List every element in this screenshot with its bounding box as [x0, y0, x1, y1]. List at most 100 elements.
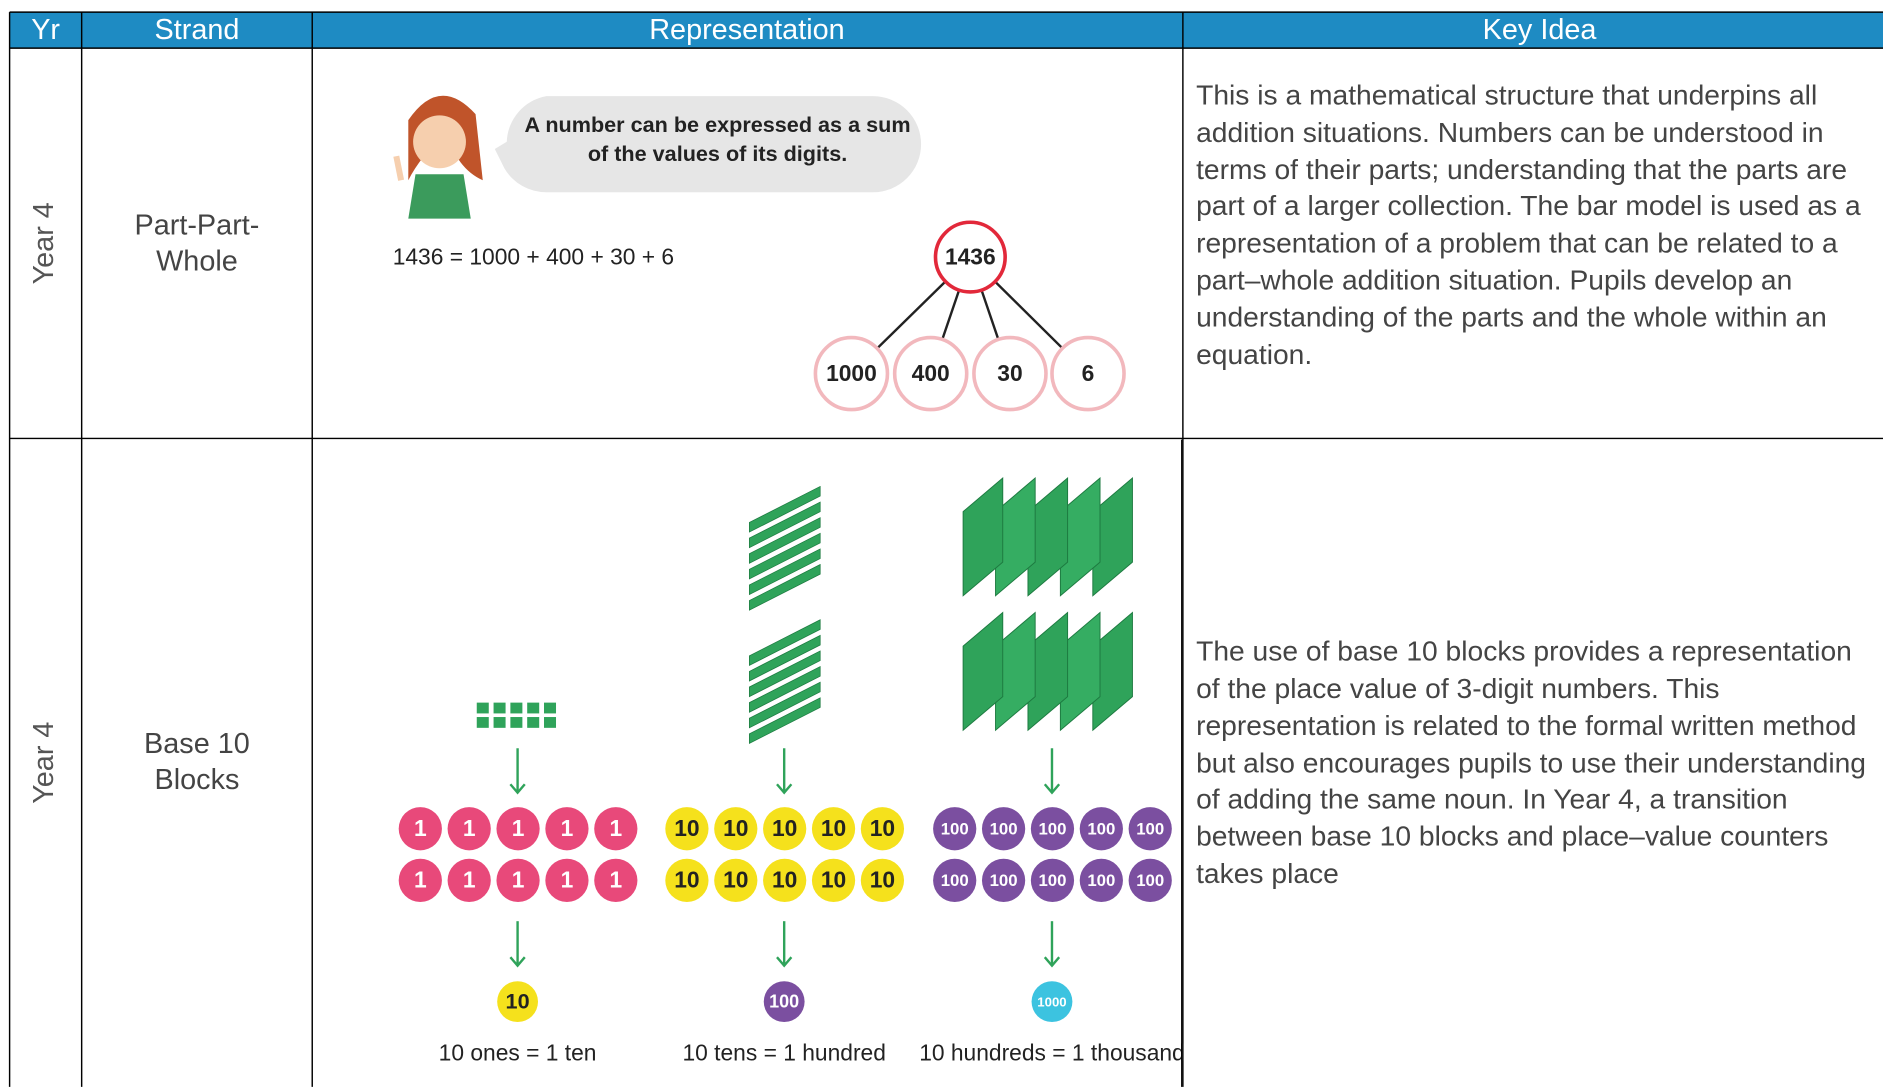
caption: 10 ones = 1 ten — [439, 1040, 597, 1066]
counter — [398, 858, 442, 902]
counter — [545, 807, 589, 851]
whole-circle — [933, 220, 1007, 294]
counter-label: 1 — [561, 815, 574, 841]
key-idea-box: This is a mathematical structure that un… — [1196, 79, 1861, 369]
counter — [860, 858, 905, 902]
counter — [496, 807, 540, 851]
arrow-head — [509, 956, 526, 968]
counter — [860, 807, 905, 851]
counter — [398, 807, 442, 851]
strand: Part-Part-Whole — [134, 208, 260, 277]
equation: 1436 = 1000 + 400 + 30 + 6 — [393, 243, 674, 269]
arrow-head — [509, 783, 526, 795]
whole-label: 1436 — [945, 243, 996, 269]
unit-cube — [510, 717, 523, 728]
counter — [1128, 858, 1172, 902]
arrow-head — [776, 956, 793, 968]
counter-label: 100 — [941, 819, 969, 838]
part-circle — [972, 335, 1048, 412]
counter — [811, 807, 856, 851]
counter-label: 100 — [1136, 871, 1164, 890]
counter — [714, 858, 758, 902]
ten-rod — [748, 501, 821, 549]
counter — [447, 807, 491, 851]
speech-text-box: A number can be expressed as a sum of th… — [524, 112, 911, 166]
counter — [763, 858, 807, 902]
header-bar — [9, 12, 1883, 49]
counter — [981, 807, 1026, 851]
caption: 10 hundreds = 1 thousand — [919, 1040, 1185, 1066]
result-label: 100 — [769, 992, 799, 1012]
counter-label: 1 — [512, 867, 525, 893]
counter-label: 1 — [414, 867, 427, 893]
counter-label: 100 — [1087, 871, 1115, 890]
strand-box: Part-Part-Whole — [134, 208, 260, 277]
arrow-head — [776, 783, 793, 795]
ten-rod — [748, 485, 821, 533]
ten-rod — [748, 619, 821, 666]
result-counter — [497, 981, 538, 1023]
counter — [714, 807, 758, 851]
counter-label: 100 — [941, 871, 969, 890]
part-label: 30 — [997, 360, 1022, 386]
key-idea-box: The use of base 10 blocks provides a rep… — [1196, 636, 1866, 889]
year-label: Year 4 — [28, 202, 60, 284]
unit-cube — [493, 717, 506, 728]
counter — [1030, 858, 1075, 902]
counter-label: 10 — [772, 815, 797, 841]
ten-rod — [748, 697, 821, 745]
counter — [811, 858, 856, 902]
counter — [496, 858, 540, 902]
image-edge — [1181, 439, 1183, 1087]
counter — [665, 807, 709, 851]
counter — [933, 807, 977, 851]
result-counter — [763, 981, 805, 1023]
arm — [393, 155, 405, 181]
counter-label: 10 — [821, 867, 846, 893]
header-cell: Yr — [31, 14, 60, 46]
counter-label: 1 — [414, 815, 427, 841]
unit-cube — [527, 717, 540, 728]
unit-cube — [493, 702, 506, 714]
part-circle — [892, 335, 969, 412]
header-cell: Key Idea — [1483, 14, 1598, 46]
unit-cube — [544, 717, 557, 728]
counter — [545, 858, 589, 902]
counter-label: 100 — [990, 871, 1018, 890]
counter — [763, 807, 807, 851]
ten-rod — [748, 666, 821, 713]
counter-label: 10 — [723, 815, 748, 841]
header-cell: Representation — [649, 14, 844, 46]
face — [413, 115, 466, 169]
counter-label: 1 — [512, 815, 525, 841]
counter — [594, 858, 638, 902]
counter-label: 10 — [870, 867, 895, 893]
unit-cube — [510, 702, 523, 714]
ten-rod — [748, 563, 821, 611]
counter-label: 1 — [463, 867, 476, 893]
counter-label: 100 — [990, 819, 1018, 838]
result-label: 10 — [506, 989, 530, 1014]
counter-label: 10 — [870, 815, 895, 841]
part-label: 400 — [912, 360, 950, 386]
counter-label: 10 — [674, 815, 699, 841]
speech-text: A number can be expressed as a sum of th… — [524, 112, 911, 166]
unit-cube — [527, 702, 540, 714]
hundred-flat — [962, 611, 1004, 732]
counter-label: 100 — [1038, 871, 1066, 890]
ten-rod — [748, 650, 821, 698]
counter — [447, 858, 491, 902]
arrow-head — [1043, 956, 1061, 968]
counter-label: 1 — [609, 815, 622, 841]
ten-rod — [748, 517, 821, 564]
ten-rod — [748, 634, 821, 682]
year-label: Year 4 — [28, 722, 60, 804]
part-circle — [813, 335, 890, 412]
unit-cube — [544, 702, 557, 714]
counter — [1128, 807, 1172, 851]
counter-label: 100 — [1087, 819, 1115, 838]
ten-rod — [748, 681, 821, 729]
counter-label: 10 — [723, 867, 748, 893]
result-counter — [1031, 981, 1073, 1023]
